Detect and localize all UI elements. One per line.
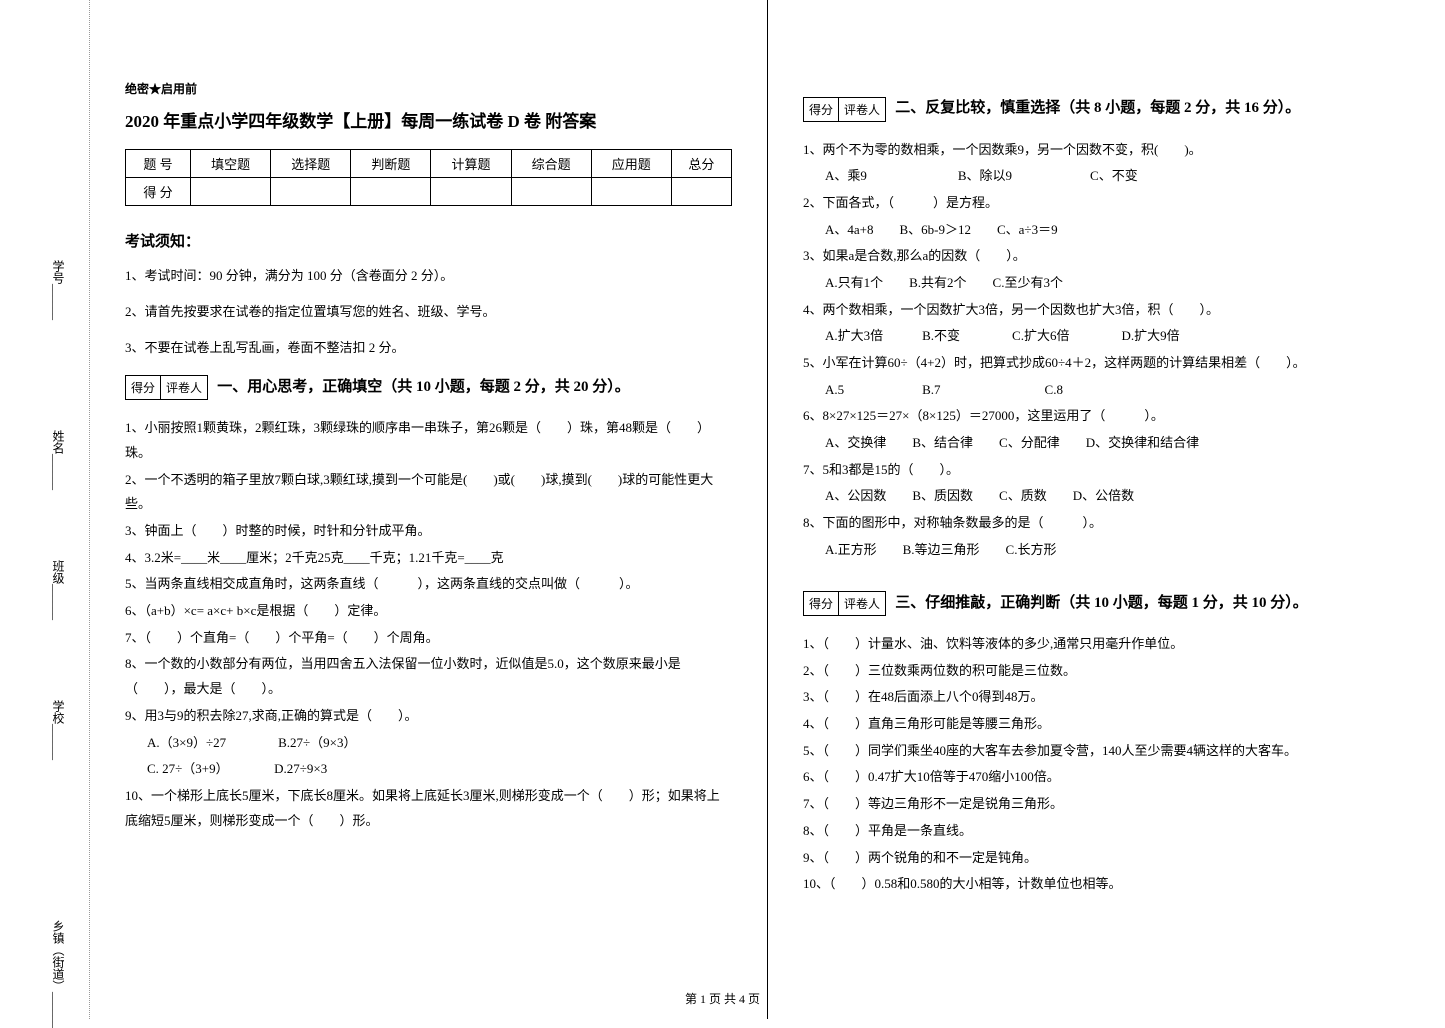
- notice-title: 考试须知：: [125, 230, 732, 251]
- section-2-header: 得分 评卷人 二、反复比较，慎重选择（共 8 小题，每题 2 分，共 16 分）…: [803, 96, 1410, 122]
- q3-9: 9、（ ）两个锐角的和不一定是钝角。: [803, 846, 1410, 871]
- col-header: 题 号: [126, 149, 191, 177]
- left-column: 绝密★启用前 2020 年重点小学四年级数学【上册】每周一练试卷 D 卷 附答案…: [90, 0, 767, 1019]
- score-cell: [591, 177, 671, 205]
- q2-3: 3、如果a是合数,那么a的因数（ ）。: [803, 244, 1410, 269]
- row-label: 得 分: [126, 177, 191, 205]
- q2-5-opts: A.5 B.7 C.8: [803, 378, 1410, 403]
- score-cell: [271, 177, 351, 205]
- q3-7: 7、（ ）等边三角形不一定是锐角三角形。: [803, 792, 1410, 817]
- q3-1: 1、（ ）计量水、油、饮料等液体的多少,通常只用毫升作单位。: [803, 632, 1410, 657]
- q1-2: 2、一个不透明的箱子里放7颗白球,3颗红球,摸到一个可能是( )或( )球,摸到…: [125, 468, 732, 517]
- q2-7-opts: A、公因数 B、质因数 C、质数 D、公倍数: [803, 484, 1410, 509]
- score-cell: [671, 177, 731, 205]
- q1-3: 3、钟面上（ ）时整的时候，时针和分针成平角。: [125, 519, 732, 544]
- score-box: 得分 评卷人: [803, 591, 886, 616]
- q3-5: 5、（ ）同学们乘坐40座的大客车去参加夏令营，140人至少需要4辆这样的大客车…: [803, 739, 1410, 764]
- binding-name: 姓名______: [50, 430, 67, 490]
- q1-6: 6、（a+b）×c= a×c+ b×c是根据（ ）定律。: [125, 599, 732, 624]
- q2-8: 8、下面的图形中，对称轴条数最多的是（ ）。: [803, 511, 1410, 536]
- section-1-header: 得分 评卷人 一、用心思考，正确填空（共 10 小题，每题 2 分，共 20 分…: [125, 375, 732, 401]
- exam-title: 2020 年重点小学四年级数学【上册】每周一练试卷 D 卷 附答案: [125, 109, 732, 135]
- col-header: 判断题: [351, 149, 431, 177]
- page-content: 绝密★启用前 2020 年重点小学四年级数学【上册】每周一练试卷 D 卷 附答案…: [90, 0, 1445, 1019]
- q3-3: 3、（ ）在48后面添上八个0得到48万。: [803, 685, 1410, 710]
- q2-7: 7、5和3都是15的（ ）。: [803, 458, 1410, 483]
- col-header: 选择题: [271, 149, 351, 177]
- notice-item: 3、不要在试卷上乱写乱画，卷面不整洁扣 2 分。: [125, 337, 732, 359]
- q2-1: 1、两个不为零的数相乘，一个因数乘9，另一个因数不变，积( )。: [803, 138, 1410, 163]
- q1-8: 8、一个数的小数部分有两位，当用四舍五入法保留一位小数时，近似值是5.0，这个数…: [125, 652, 732, 701]
- col-header: 填空题: [191, 149, 271, 177]
- q1-10: 10、一个梯形上底长5厘米，下底长8厘米。如果将上底延长3厘米,则梯形变成一个（…: [125, 784, 732, 833]
- binding-strip: 乡镇（街道）______ 学校______ 班级______ 姓名______ …: [0, 0, 90, 1019]
- binding-id: 学号______: [50, 260, 67, 320]
- table-header-row: 题 号 填空题 选择题 判断题 计算题 综合题 应用题 总分: [126, 149, 732, 177]
- q2-1-opts: A、乘9 B、除以9 C、不变: [803, 164, 1410, 189]
- page-footer: 第 1 页 共 4 页: [685, 990, 760, 1007]
- score-box-grader: 评卷人: [839, 592, 885, 615]
- notice-item: 2、请首先按要求在试卷的指定位置填写您的姓名、班级、学号。: [125, 301, 732, 323]
- score-summary-table: 题 号 填空题 选择题 判断题 计算题 综合题 应用题 总分 得 分: [125, 149, 732, 206]
- q3-8: 8、（ ）平角是一条直线。: [803, 819, 1410, 844]
- notice-item: 1、考试时间：90 分钟，满分为 100 分（含卷面分 2 分）。: [125, 265, 732, 287]
- score-box-score: 得分: [804, 592, 839, 615]
- q1-7: 7、（ ）个直角=（ ）个平角=（ ）个周角。: [125, 626, 732, 651]
- q1-1: 1、小丽按照1颗黄珠，2颗红珠，3颗绿珠的顺序串一串珠子，第26颗是（ ）珠，第…: [125, 416, 732, 465]
- table-score-row: 得 分: [126, 177, 732, 205]
- section-1-title: 一、用心思考，正确填空（共 10 小题，每题 2 分，共 20 分）。: [217, 379, 630, 395]
- score-box-grader: 评卷人: [839, 98, 885, 121]
- q1-9: 9、用3与9的积去除27,求商,正确的算式是（ ）。: [125, 704, 732, 729]
- score-cell: [431, 177, 511, 205]
- col-header: 综合题: [511, 149, 591, 177]
- q2-6: 6、8×27×125＝27×（8×125）＝27000，这里运用了（ ）。: [803, 404, 1410, 429]
- score-cell: [191, 177, 271, 205]
- score-box-score: 得分: [804, 98, 839, 121]
- q2-5: 5、小军在计算60÷（4+2）时，把算式抄成60÷4＋2，这样两题的计算结果相差…: [803, 351, 1410, 376]
- q3-10: 10、（ ）0.58和0.580的大小相等，计数单位也相等。: [803, 872, 1410, 897]
- score-box-grader: 评卷人: [161, 376, 207, 399]
- q1-4: 4、3.2米=____米____厘米；2千克25克____千克；1.21千克=_…: [125, 546, 732, 571]
- score-box-score: 得分: [126, 376, 161, 399]
- q2-6-opts: A、交换律 B、结合律 C、分配律 D、交换律和结合律: [803, 431, 1410, 456]
- q2-2-opts: A、4a+8 B、6b-9＞12 C、a÷3＝9: [803, 218, 1410, 243]
- q1-9-opts-a: A.（3×9）÷27 B.27÷（9×3）: [125, 731, 732, 756]
- q3-2: 2、（ ）三位数乘两位数的积可能是三位数。: [803, 659, 1410, 684]
- col-header: 应用题: [591, 149, 671, 177]
- q3-6: 6、（ ）0.47扩大10倍等于470缩小100倍。: [803, 765, 1410, 790]
- score-box: 得分 评卷人: [125, 375, 208, 400]
- binding-class: 班级______: [50, 560, 67, 620]
- section-3-header: 得分 评卷人 三、仔细推敲，正确判断（共 10 小题，每题 1 分，共 10 分…: [803, 591, 1410, 617]
- section-2-title: 二、反复比较，慎重选择（共 8 小题，每题 2 分，共 16 分）。: [895, 100, 1300, 116]
- q2-8-opts: A.正方形 B.等边三角形 C.长方形: [803, 538, 1410, 563]
- score-cell: [351, 177, 431, 205]
- binding-school: 学校______: [50, 700, 67, 760]
- q2-4: 4、两个数相乘，一个因数扩大3倍，另一个因数也扩大3倍，积（ ）。: [803, 298, 1410, 323]
- q2-3-opts: A.只有1个 B.共有2个 C.至少有3个: [803, 271, 1410, 296]
- right-column: 得分 评卷人 二、反复比较，慎重选择（共 8 小题，每题 2 分，共 16 分）…: [767, 0, 1445, 1019]
- q1-9-opts-b: C. 27÷（3+9） D.27÷9×3: [125, 757, 732, 782]
- q2-4-opts: A.扩大3倍 B.不变 C.扩大6倍 D.扩大9倍: [803, 324, 1410, 349]
- confidential-label: 绝密★启用前: [125, 80, 732, 97]
- binding-township: 乡镇（街道）______: [50, 920, 67, 1028]
- q1-5: 5、当两条直线相交成直角时，这两条直线（ ），这两条直线的交点叫做（ ）。: [125, 572, 732, 597]
- score-box: 得分 评卷人: [803, 97, 886, 122]
- col-header: 计算题: [431, 149, 511, 177]
- score-cell: [511, 177, 591, 205]
- col-header: 总分: [671, 149, 731, 177]
- q3-4: 4、（ ）直角三角形可能是等腰三角形。: [803, 712, 1410, 737]
- q2-2: 2、下面各式，（ ）是方程。: [803, 191, 1410, 216]
- section-3-title: 三、仔细推敲，正确判断（共 10 小题，每题 1 分，共 10 分）。: [895, 595, 1308, 611]
